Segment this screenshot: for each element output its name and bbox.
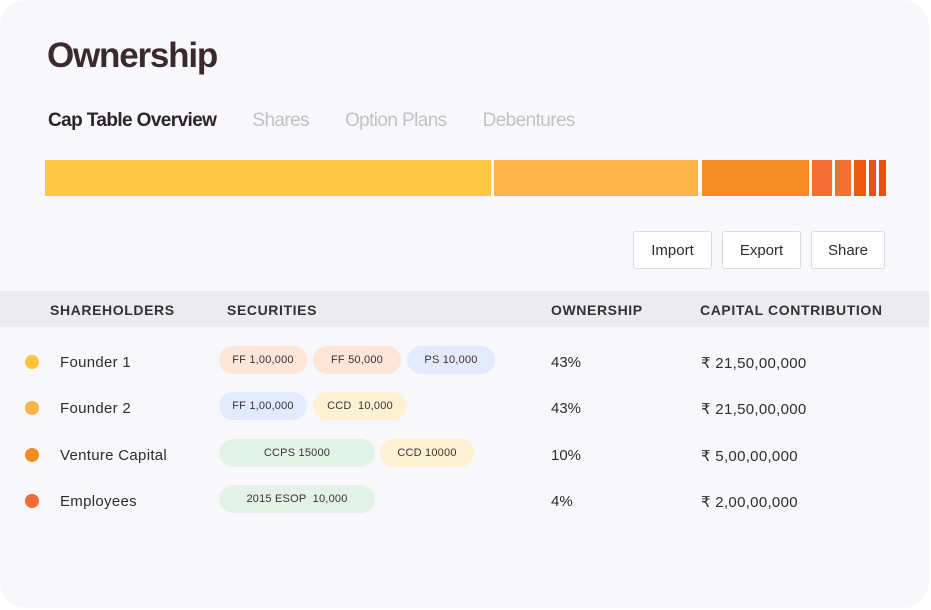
ownership-segment	[702, 160, 809, 196]
ownership-segment	[812, 160, 832, 196]
table-row[interactable]: Venture Capital CCPS 15000 CCD 10000 10%…	[0, 435, 929, 475]
shareholder-dot	[25, 401, 39, 415]
shareholder-dot	[25, 355, 39, 369]
security-chip[interactable]: PS 10,000	[407, 346, 495, 374]
shareholder-name: Founder 1	[60, 354, 132, 371]
table-header: SHAREHOLDERS SECURITIES OWNERSHIP CAPITA…	[0, 291, 929, 327]
tab-option-plans[interactable]: Option Plans	[344, 110, 447, 131]
ownership-value: 43%	[551, 400, 582, 417]
tab-debentures[interactable]: Debentures	[482, 110, 576, 131]
ownership-segment	[854, 160, 866, 196]
tab-shares[interactable]: Shares	[252, 110, 309, 131]
ownership-segment	[45, 160, 491, 196]
ownership-segment	[494, 160, 698, 196]
ownership-distribution-bar	[45, 160, 887, 196]
ownership-segment	[879, 160, 886, 196]
action-buttons: Import Export Share	[633, 231, 885, 269]
export-button[interactable]: Export	[722, 231, 801, 269]
ownership-value: 10%	[551, 447, 582, 464]
import-button[interactable]: Import	[633, 231, 712, 269]
shareholder-name: Founder 2	[60, 400, 132, 417]
shareholder-name: Employees	[60, 493, 137, 510]
capital-value: ₹ 2,00,00,000	[701, 494, 798, 511]
security-chip[interactable]: FF 1,00,000	[219, 392, 307, 420]
shareholder-name: Venture Capital	[60, 447, 168, 464]
ownership-segment	[869, 160, 876, 196]
capital-value: ₹ 5,00,00,000	[701, 448, 798, 465]
security-chip[interactable]: FF 1,00,000	[219, 346, 307, 374]
security-chip[interactable]: CCD 10,000	[313, 392, 407, 420]
shareholder-dot	[25, 494, 39, 508]
security-chip[interactable]: 2015 ESOP 10,000	[219, 485, 375, 513]
security-chip[interactable]: FF 50,000	[313, 346, 401, 374]
header-ownership: OWNERSHIP	[551, 302, 643, 318]
shareholder-dot	[25, 448, 39, 462]
capital-value: ₹ 21,50,00,000	[701, 355, 807, 372]
security-chip[interactable]: CCPS 15000	[219, 439, 375, 467]
table-row[interactable]: Founder 1 FF 1,00,000 FF 50,000 PS 10,00…	[0, 342, 929, 382]
ownership-segment	[835, 160, 851, 196]
header-capital-contribution: CAPITAL CONTRIBUTION	[700, 302, 883, 318]
table-row[interactable]: Founder 2 FF 1,00,000 CCD 10,000 43% ₹ 2…	[0, 388, 929, 428]
ownership-value: 43%	[551, 354, 582, 371]
tab-cap-table-overview[interactable]: Cap Table Overview	[48, 110, 217, 131]
page-title: Ownership	[47, 36, 218, 75]
ownership-value: 4%	[551, 493, 573, 510]
header-shareholders: SHAREHOLDERS	[50, 302, 175, 318]
tab-bar: Cap Table Overview Shares Option Plans D…	[48, 110, 611, 132]
table-row[interactable]: Employees 2015 ESOP 10,000 4% ₹ 2,00,00,…	[0, 481, 929, 521]
security-chip[interactable]: CCD 10000	[380, 439, 474, 467]
header-securities: SECURITIES	[227, 302, 318, 318]
share-button[interactable]: Share	[811, 231, 885, 269]
capital-value: ₹ 21,50,00,000	[701, 401, 807, 418]
